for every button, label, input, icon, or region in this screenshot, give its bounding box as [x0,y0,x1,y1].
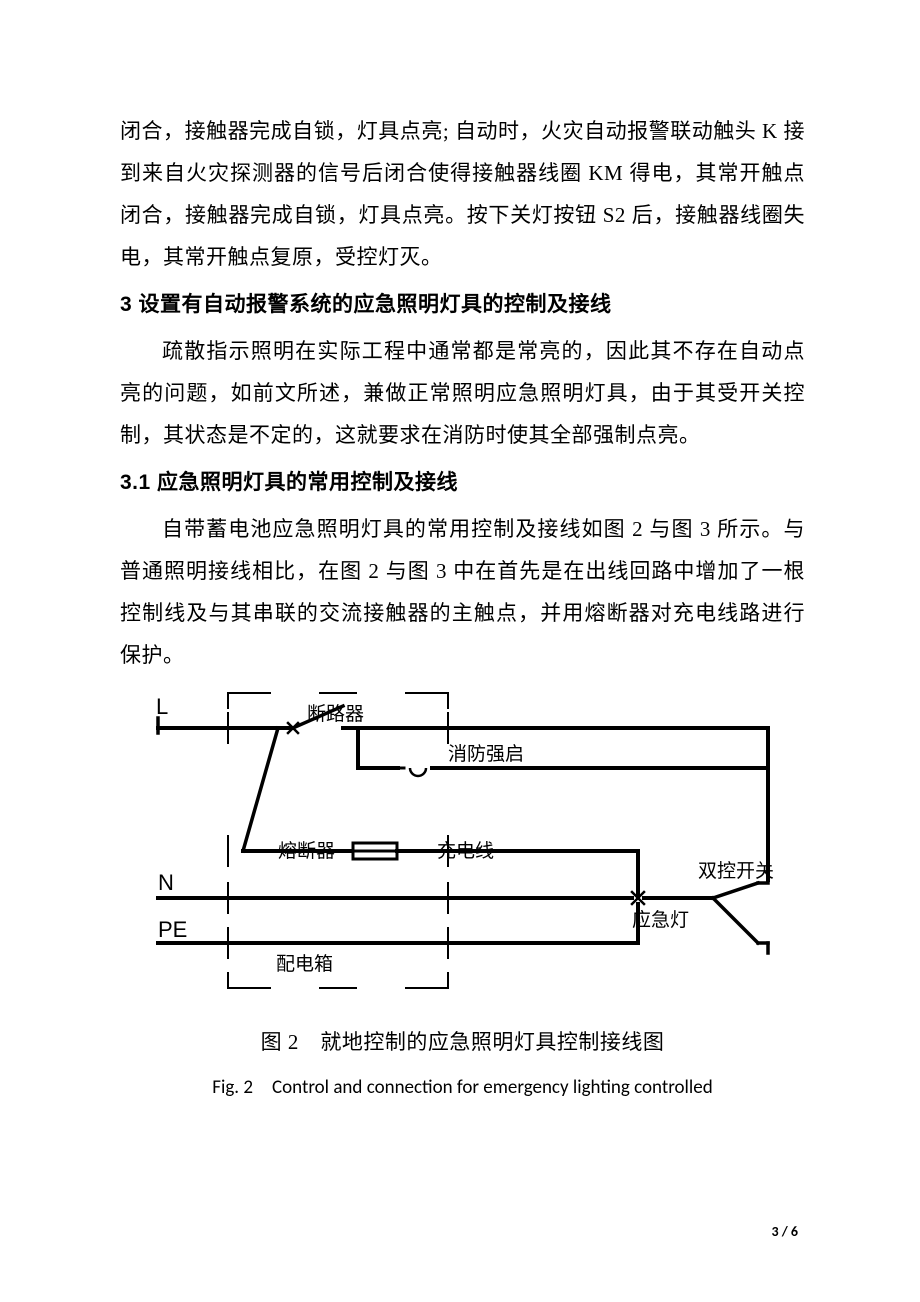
figure-2-caption-cn: 图 2 就地控制的应急照明灯具控制接线图 [120,1026,805,1056]
page-number: 3 / 6 [771,1223,798,1240]
figure-2-caption-en: Fig. 2 Control and connection for emerge… [120,1072,805,1099]
svg-text:熔断器: 熔断器 [278,840,335,862]
svg-text:PE: PE [158,917,187,942]
figure-2-diagram: L N PE 断路器消防强启熔断器 充电线配电箱 双控开关应急灯 [128,688,798,1008]
svg-text:N: N [158,870,174,895]
svg-text:应急灯: 应急灯 [632,909,689,931]
svg-text:L: L [156,694,168,719]
svg-text:断路器: 断路器 [307,703,364,725]
svg-text:消防强启: 消防强启 [448,743,524,765]
paragraph-2: 疏散指示照明在实际工程中通常都是常亮的，因此其不存在自动点亮的问题，如前文所述，… [120,330,805,456]
paragraph-1: 闭合，接触器完成自锁，灯具点亮; 自动时，火灾自动报警联动触头 K 接到来自火灾… [120,110,805,278]
svg-text:双控开关: 双控开关 [698,860,774,882]
paragraph-3: 自带蓄电池应急照明灯具的常用控制及接线如图 2 与图 3 所示。与普通照明接线相… [120,508,805,676]
heading-3-1: 3.1 应急照明灯具的常用控制及接线 [120,462,805,504]
heading-3: 3 设置有自动报警系统的应急照明灯具的控制及接线 [120,284,805,326]
svg-text:配电箱: 配电箱 [276,953,333,975]
svg-text:充电线: 充电线 [437,840,494,862]
